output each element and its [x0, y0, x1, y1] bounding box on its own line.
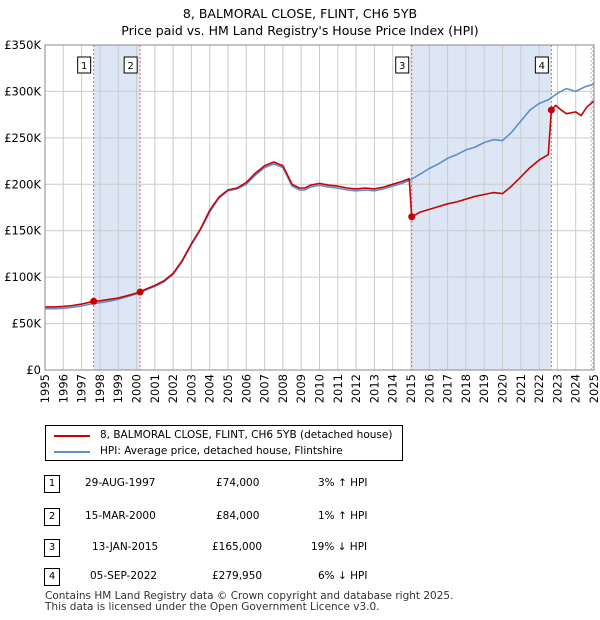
x-tick-label: 1998: [93, 374, 107, 403]
x-tick-label: 2010: [313, 374, 327, 403]
footer-licence: This data is licensed under the Open Gov…: [45, 601, 380, 613]
sale-date: 15-MAR-2000: [85, 510, 156, 522]
y-tick-label: £250K: [4, 131, 41, 145]
chart-subtitle: Price paid vs. HM Land Registry's House …: [121, 23, 479, 38]
sale-row: 4 05-SEP-2022 £279,950 6% ↓ HPI: [0, 568, 600, 588]
x-tick-label: 2021: [514, 374, 528, 403]
x-tick-label: 2007: [258, 374, 272, 403]
y-tick-label: £200K: [4, 177, 41, 191]
sale-label-number: 4: [539, 61, 545, 72]
x-tick-label: 2004: [203, 374, 217, 403]
x-tick-label: 2000: [130, 374, 144, 403]
sale-row: 3 13-JAN-2015 £165,000 19% ↓ HPI: [0, 539, 600, 559]
x-tick-label: 2014: [386, 374, 400, 403]
x-tick-label: 1995: [38, 374, 52, 403]
footer-copyright: Contains HM Land Registry data © Crown c…: [45, 590, 454, 602]
x-tick-label: 2016: [422, 374, 436, 403]
sale-label-number: 2: [127, 61, 133, 72]
plot-frame: [44, 44, 595, 371]
price-chart: 1 2 3 4 £0 £50K £100K £150K £200K £250K £300K £350K…: [4, 38, 600, 403]
sale-number-badge: 1: [44, 475, 60, 493]
sale-number-badge: 2: [44, 508, 60, 526]
x-tick-label: 2025: [587, 374, 600, 403]
y-tick-label: £150K: [4, 224, 41, 238]
y-tick-label: £0: [26, 363, 41, 377]
x-tick-label: 2002: [166, 374, 180, 403]
legend-swatch-hpi: [54, 451, 90, 453]
x-tick-label: 2019: [477, 374, 491, 403]
sale-row: 1 29-AUG-1997 £74,000 3% ↑ HPI: [0, 475, 600, 495]
sale-price: £74,000: [216, 477, 260, 489]
x-tick-label: 1997: [75, 374, 89, 403]
sale-point: [90, 297, 98, 305]
sale-point: [408, 213, 416, 221]
chart-title: 8, BALMORAL CLOSE, FLINT, CH6 5YB: [182, 6, 418, 21]
legend-label-hpi: HPI: Average price, detached house, Flin…: [100, 445, 343, 457]
x-tick-label: 2001: [148, 374, 162, 403]
sale-price: £165,000: [212, 541, 263, 553]
sale-hpi-diff: 19% ↓ HPI: [311, 541, 368, 553]
sale-price: £279,950: [212, 570, 263, 582]
sale-number-badge: 3: [44, 539, 60, 557]
sale-row: 2 15-MAR-2000 £84,000 1% ↑ HPI: [0, 508, 600, 528]
x-tick-label: 2006: [239, 374, 253, 403]
sale-date: 29-AUG-1997: [85, 477, 156, 489]
x-tick-label: 2003: [184, 374, 198, 403]
sale-hpi-diff: 1% ↑ HPI: [318, 510, 368, 522]
sale-label-number: 3: [399, 61, 405, 72]
x-tick-label: 2022: [532, 374, 546, 403]
sale-hpi-diff: 6% ↓ HPI: [318, 570, 368, 582]
x-tick-label: 2020: [496, 374, 510, 403]
x-tick-label: 2012: [349, 374, 363, 403]
sale-point: [136, 288, 144, 296]
x-tick-label: 2011: [331, 374, 345, 403]
sale-hpi-diff: 3% ↑ HPI: [318, 477, 368, 489]
sale-label-box: [77, 56, 92, 74]
y-tick-label: £50K: [12, 317, 42, 331]
x-tick-label: 2009: [294, 374, 308, 403]
x-tick-label: 2023: [550, 374, 564, 403]
sale-number-badge: 4: [44, 568, 60, 586]
sale-point: [547, 106, 555, 114]
sale-label-box: [395, 56, 410, 74]
price-paid-line: [45, 100, 595, 308]
legend: 8, BALMORAL CLOSE, FLINT, CH6 5YB (detac…: [45, 425, 403, 461]
sale-label-number: 1: [81, 61, 87, 72]
sale-label-box: [534, 56, 549, 74]
shaded-period: [411, 45, 552, 370]
legend-swatch-price: [54, 435, 90, 437]
sale-label-box: [123, 56, 138, 74]
x-tick-label: 2018: [459, 374, 473, 403]
x-tick-label: 1999: [111, 374, 125, 403]
y-tick-label: £300K: [4, 84, 41, 98]
x-tick-label: 2015: [404, 374, 418, 403]
sale-price: £84,000: [216, 510, 260, 522]
x-tick-label: 2024: [569, 374, 583, 403]
legend-label-price: 8, BALMORAL CLOSE, FLINT, CH6 5YB (detac…: [100, 429, 393, 441]
sale-date: 13-JAN-2015: [92, 541, 159, 553]
sale-date: 05-SEP-2022: [90, 570, 158, 582]
forecast-hatch: [590, 45, 594, 370]
x-tick-label: 1996: [56, 374, 70, 403]
x-tick-label: 2008: [276, 374, 290, 403]
shaded-period: [93, 45, 141, 370]
x-tick-label: 2017: [441, 374, 455, 403]
x-tick-label: 2013: [367, 374, 381, 403]
x-tick-label: 2005: [221, 374, 235, 403]
y-tick-label: £350K: [4, 38, 41, 52]
y-tick-label: £100K: [4, 270, 41, 284]
